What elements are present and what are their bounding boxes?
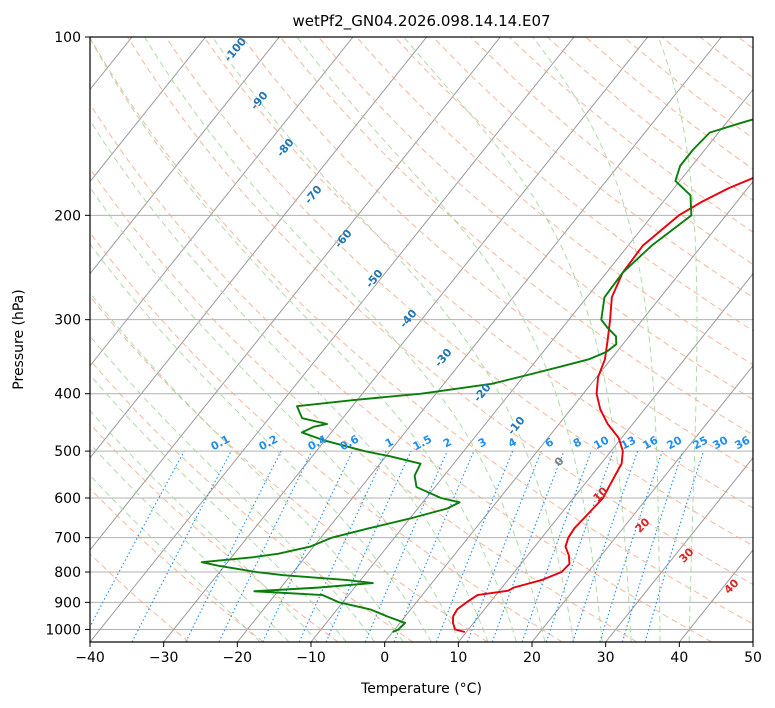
mixing-ratio-label: 10 (592, 433, 612, 452)
x-tick-label: 30 (597, 650, 615, 666)
mixing-ratio-line (393, 450, 475, 642)
moist-adiabat-line (144, 37, 546, 642)
mixing-ratio-label: 20 (665, 433, 685, 452)
dewpoint-profile-line (200, 118, 753, 633)
isotherm-line (236, 37, 722, 642)
dry-adiabat-line (127, 37, 753, 585)
x-tick-label: 10 (449, 650, 467, 666)
mixing-ratio-line (185, 450, 282, 642)
isotherm-line (90, 37, 354, 367)
dry-adiabat-line (318, 37, 753, 401)
y-tick-label: 800 (54, 565, 81, 581)
x-axis-label: Temperature (°C) (360, 681, 482, 697)
moist-adiabat-line (532, 37, 661, 642)
dry-adiabat-line (394, 37, 753, 332)
isotherm-line (90, 37, 428, 459)
isotherm-line (531, 364, 753, 642)
isotherm-line (90, 37, 207, 183)
dry-adiabat-line (90, 423, 339, 642)
moist-adiabat-line (90, 292, 404, 642)
dry-adiabat-line (165, 37, 753, 547)
dry-adiabat-line (203, 37, 753, 509)
x-tick-label: 0 (380, 650, 389, 666)
mixing-ratio-line (435, 450, 514, 642)
y-axis: 100 200 300 400 500 600 700 800 900 1000 (45, 30, 90, 638)
mixing-ratio-line (599, 450, 663, 642)
x-tick-label: −10 (296, 650, 326, 666)
moist-adiabat-line (657, 37, 698, 642)
dry-adiabat-line (90, 102, 712, 642)
moist-adiabat-line (403, 37, 632, 642)
x-tick-label: −20 (223, 650, 253, 666)
mixing-ratio-line (545, 450, 614, 642)
y-tick-label: 600 (54, 491, 81, 507)
dry-adiabat-line (90, 167, 638, 642)
mixing-ratio-line (325, 450, 412, 642)
moist-adiabat-line (90, 409, 319, 642)
x-tick-label: −30 (149, 650, 179, 666)
isotherm-line (90, 37, 280, 275)
dry-adiabat-line (90, 231, 563, 642)
plot-frame (89, 36, 754, 643)
data-lines (200, 118, 753, 633)
mixing-ratio-label: 36 (733, 433, 753, 452)
isotherm-line (384, 180, 753, 642)
dry-adiabat-line (90, 359, 414, 642)
y-tick-label: 500 (54, 444, 81, 460)
moist-adiabat-line (296, 37, 603, 642)
mixing-ratio-line (521, 450, 592, 642)
background-lines (90, 37, 753, 642)
isotherm-line (90, 37, 501, 551)
mixing-ratio-line (90, 450, 185, 628)
x-tick-label: 20 (523, 650, 541, 666)
moist-adiabat-line (90, 335, 376, 642)
moist-adiabat-line (90, 443, 290, 642)
y-tick-label: 300 (54, 313, 81, 329)
y-tick-label: 100 (54, 30, 81, 46)
isotherm-line (605, 457, 753, 642)
mixing-ratio-label: 30 (711, 433, 731, 452)
moist-adiabat-line (90, 37, 517, 642)
mixing-ratio-line (491, 450, 565, 642)
isotherm-line (457, 272, 753, 642)
x-tick-label: −40 (75, 650, 105, 666)
mixing-ratio-line (572, 450, 639, 642)
dry-adiabat-line (90, 295, 488, 642)
y-tick-label: 700 (54, 531, 81, 547)
y-tick-label: 400 (54, 387, 81, 403)
moist-adiabat-line (90, 186, 461, 642)
mixing-ratio-line (644, 450, 705, 642)
plot-area: 0.1 0.2 0.4 0.6 1 1.5 2 3 4 6 8 10 13 16 20 25 30 36-100-… (89, 35, 754, 643)
mixing-ratio-label: 16 (641, 433, 661, 452)
mixing-ratio-line (466, 450, 542, 642)
y-tick-label: 200 (54, 208, 81, 224)
chart-title: wetPf2_GN04.2026.098.14.14.E07 (292, 12, 550, 31)
y-axis-label: Pressure (hPa) (11, 289, 27, 389)
x-tick-label: 40 (670, 650, 688, 666)
dry-adiabat-line (90, 553, 190, 642)
dry-adiabat-line (90, 37, 753, 625)
mixing-ratio-line (621, 450, 684, 642)
mixing-ratio-label: 25 (691, 434, 711, 453)
y-tick-label: 1000 (45, 622, 81, 638)
temperature-profile-line (452, 177, 753, 633)
mixing-ratio-label: 13 (619, 434, 639, 453)
mixing-ratio-line (364, 450, 448, 642)
dry-adiabat-line (356, 37, 753, 366)
isotherm-line (90, 37, 575, 642)
y-tick-label: 900 (54, 595, 81, 611)
x-tick-label: 50 (744, 650, 762, 666)
moist-adiabat-line (90, 243, 432, 642)
x-axis: −40 −30 −20 −10 0 10 20 30 40 50 (75, 642, 762, 666)
isotherm-line (163, 37, 649, 642)
moist-adiabat-line (90, 119, 489, 642)
